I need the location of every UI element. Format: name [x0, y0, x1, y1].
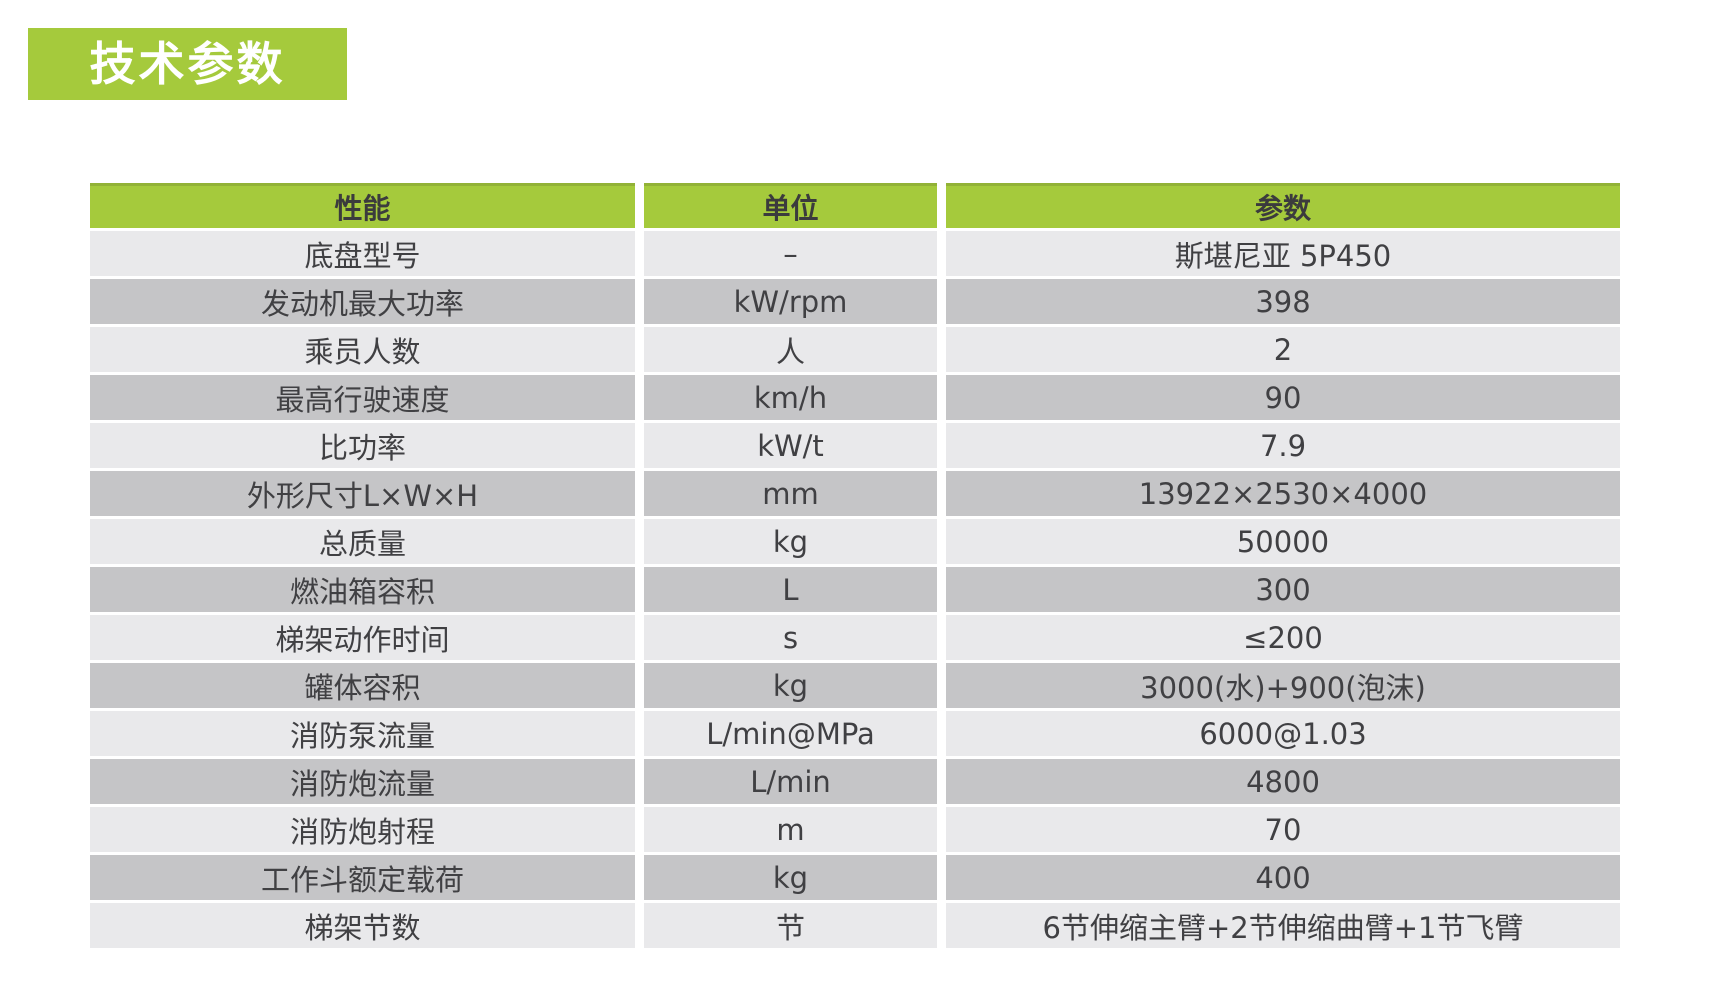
spec-value-cell: 6节伸缩主臂+2节伸缩曲臂+1节飞臂: [946, 903, 1620, 948]
spec-unit-cell: m: [644, 807, 937, 852]
spec-name-cell: 梯架节数: [90, 903, 635, 948]
spec-unit-cell: –: [644, 231, 937, 276]
spec-unit-cell: kg: [644, 663, 937, 708]
table-row: 梯架动作时间 s ≤200: [90, 615, 1620, 660]
table-row: 消防炮射程 m 70: [90, 807, 1620, 852]
spec-name-cell: 最高行驶速度: [90, 375, 635, 420]
spec-value-cell: 300: [946, 567, 1620, 612]
column-header-parameter: 参数: [946, 183, 1620, 228]
spec-unit-cell: km/h: [644, 375, 937, 420]
table-header-row: 性能 单位 参数: [90, 183, 1620, 228]
spec-name-cell: 工作斗额定载荷: [90, 855, 635, 900]
spec-unit-cell: 节: [644, 903, 937, 948]
spec-unit-cell: kW/rpm: [644, 279, 937, 324]
spec-name-cell: 比功率: [90, 423, 635, 468]
spec-unit-cell: kg: [644, 855, 937, 900]
spec-value-cell: 7.9: [946, 423, 1620, 468]
spec-value-cell: 70: [946, 807, 1620, 852]
table-row: 消防泵流量 L/min@MPa 6000@1.03: [90, 711, 1620, 756]
spec-name-cell: 乘员人数: [90, 327, 635, 372]
spec-unit-cell: L/min@MPa: [644, 711, 937, 756]
table-row: 比功率 kW/t 7.9: [90, 423, 1620, 468]
table-row: 工作斗额定载荷 kg 400: [90, 855, 1620, 900]
spec-name-cell: 消防炮射程: [90, 807, 635, 852]
spec-name-cell: 外形尺寸L×W×H: [90, 471, 635, 516]
spec-value-cell: 6000@1.03: [946, 711, 1620, 756]
spec-name-cell: 消防泵流量: [90, 711, 635, 756]
spec-value-cell: 50000: [946, 519, 1620, 564]
spec-unit-cell: L/min: [644, 759, 937, 804]
spec-value-cell: 2: [946, 327, 1620, 372]
table-row: 底盘型号 – 斯堪尼亚 5P450: [90, 231, 1620, 276]
column-header-performance: 性能: [90, 183, 635, 228]
spec-table: 性能 单位 参数 底盘型号 – 斯堪尼亚 5P450 发动机最大功率 kW/rp…: [90, 183, 1620, 951]
spec-unit-cell: 人: [644, 327, 937, 372]
table-row: 外形尺寸L×W×H mm 13922×2530×4000: [90, 471, 1620, 516]
table-row: 乘员人数 人 2: [90, 327, 1620, 372]
table-row: 梯架节数 节 6节伸缩主臂+2节伸缩曲臂+1节飞臂: [90, 903, 1620, 948]
table-row: 燃油箱容积 L 300: [90, 567, 1620, 612]
spec-name-cell: 燃油箱容积: [90, 567, 635, 612]
table-row: 罐体容积 kg 3000(水)+900(泡沫): [90, 663, 1620, 708]
spec-value-cell: 90: [946, 375, 1620, 420]
spec-value-cell: 斯堪尼亚 5P450: [946, 231, 1620, 276]
spec-name-cell: 梯架动作时间: [90, 615, 635, 660]
spec-value-cell: 3000(水)+900(泡沫): [946, 663, 1620, 708]
table-row: 发动机最大功率 kW/rpm 398: [90, 279, 1620, 324]
spec-value-cell: 400: [946, 855, 1620, 900]
table-row: 最高行驶速度 km/h 90: [90, 375, 1620, 420]
spec-value-cell: ≤200: [946, 615, 1620, 660]
spec-name-cell: 消防炮流量: [90, 759, 635, 804]
spec-unit-cell: kW/t: [644, 423, 937, 468]
spec-unit-cell: mm: [644, 471, 937, 516]
spec-value-cell: 398: [946, 279, 1620, 324]
spec-unit-cell: s: [644, 615, 937, 660]
spec-name-cell: 罐体容积: [90, 663, 635, 708]
spec-name-cell: 发动机最大功率: [90, 279, 635, 324]
table-row: 消防炮流量 L/min 4800: [90, 759, 1620, 804]
page-title: 技术参数: [89, 37, 286, 91]
spec-name-cell: 底盘型号: [90, 231, 635, 276]
spec-unit-cell: L: [644, 567, 937, 612]
spec-unit-cell: kg: [644, 519, 937, 564]
spec-value-cell: 13922×2530×4000: [946, 471, 1620, 516]
table-row: 总质量 kg 50000: [90, 519, 1620, 564]
page-title-badge: 技术参数: [28, 28, 347, 100]
spec-value-cell: 4800: [946, 759, 1620, 804]
column-header-unit: 单位: [644, 183, 937, 228]
spec-name-cell: 总质量: [90, 519, 635, 564]
